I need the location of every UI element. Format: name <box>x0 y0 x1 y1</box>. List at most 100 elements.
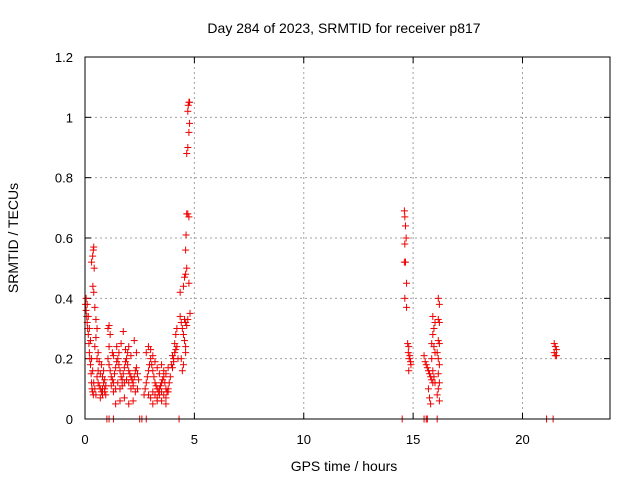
data-point <box>125 400 133 408</box>
data-point <box>435 397 443 405</box>
data-point <box>429 312 437 320</box>
data-point <box>85 340 93 348</box>
data-point <box>184 210 192 218</box>
data-point <box>90 243 98 251</box>
data-point <box>183 321 191 329</box>
data-point <box>434 370 442 378</box>
data-point <box>116 397 124 405</box>
y-tick-label: 0.4 <box>55 291 73 306</box>
data-point <box>430 373 438 381</box>
data-point <box>435 318 443 326</box>
y-tick-label: 0 <box>66 412 73 427</box>
data-point <box>435 361 443 369</box>
data-point <box>186 98 194 106</box>
data-point <box>142 379 150 387</box>
data-point <box>129 382 137 390</box>
data-point <box>182 270 190 278</box>
data-point <box>91 303 99 311</box>
data-point <box>105 343 113 351</box>
data-point <box>95 382 103 390</box>
data-point <box>179 361 187 369</box>
data-point <box>181 273 189 281</box>
data-point <box>93 325 101 332</box>
data-point <box>90 288 98 296</box>
data-point <box>434 294 442 302</box>
data-point <box>420 352 428 360</box>
data-point <box>434 385 442 393</box>
data-point <box>97 361 105 369</box>
data-point <box>406 352 414 360</box>
data-point <box>105 361 113 369</box>
data-point <box>550 340 558 348</box>
data-point <box>126 370 134 378</box>
data-point <box>92 334 100 342</box>
data-point <box>403 279 411 287</box>
data-point <box>551 343 559 351</box>
data-point <box>127 352 135 360</box>
data-point <box>427 400 435 408</box>
x-tick-label: 20 <box>515 432 529 447</box>
data-point <box>156 382 164 390</box>
data-point <box>184 144 192 151</box>
data-point <box>179 282 187 290</box>
data-point <box>86 337 94 345</box>
data-point <box>429 367 437 375</box>
data-point <box>403 303 411 311</box>
data-point <box>104 355 112 363</box>
x-axis-label: GPS time / hours <box>291 458 398 474</box>
y-tick-label: 0.6 <box>55 231 73 246</box>
data-point <box>132 349 140 357</box>
data-point <box>125 343 133 351</box>
data-point <box>104 325 112 332</box>
data-point <box>114 355 122 363</box>
data-point <box>143 373 151 381</box>
data-point <box>171 340 179 348</box>
data-point <box>112 364 120 372</box>
data-point <box>106 367 114 375</box>
data-point <box>434 337 442 345</box>
data-point <box>422 361 430 369</box>
data-point <box>435 300 443 308</box>
x-tick-label: 15 <box>406 432 420 447</box>
data-point <box>166 373 174 381</box>
data-point <box>165 379 173 387</box>
data-point <box>125 379 133 387</box>
data-point <box>185 213 193 221</box>
data-point <box>186 309 194 317</box>
data-point <box>123 355 131 363</box>
data-point <box>162 400 170 408</box>
data-point <box>85 325 93 332</box>
data-point <box>401 258 409 266</box>
data-point <box>109 352 117 360</box>
y-tick-label: 0.8 <box>55 171 73 186</box>
data-point <box>125 367 133 375</box>
data-point <box>108 376 116 384</box>
data-point <box>169 364 176 372</box>
data-point <box>430 325 438 332</box>
data-point <box>89 252 97 260</box>
data-point <box>434 355 442 363</box>
data-point <box>134 385 141 393</box>
data-point <box>421 358 429 366</box>
data-point <box>183 150 191 158</box>
data-point <box>132 364 140 372</box>
data-point <box>114 379 122 387</box>
data-point <box>108 349 116 357</box>
data-point <box>182 349 190 357</box>
data-point <box>177 355 185 363</box>
data-point <box>184 315 192 323</box>
data-point <box>120 364 128 372</box>
data-point <box>155 370 163 378</box>
data-point <box>115 361 123 369</box>
data-point <box>85 349 93 357</box>
data-point <box>141 385 149 393</box>
data-point <box>179 331 187 339</box>
x-tick-label: 0 <box>81 432 88 447</box>
data-point <box>178 325 186 332</box>
data-point <box>82 306 90 314</box>
data-point <box>405 355 413 363</box>
data-point <box>124 349 132 357</box>
data-point <box>402 234 410 242</box>
